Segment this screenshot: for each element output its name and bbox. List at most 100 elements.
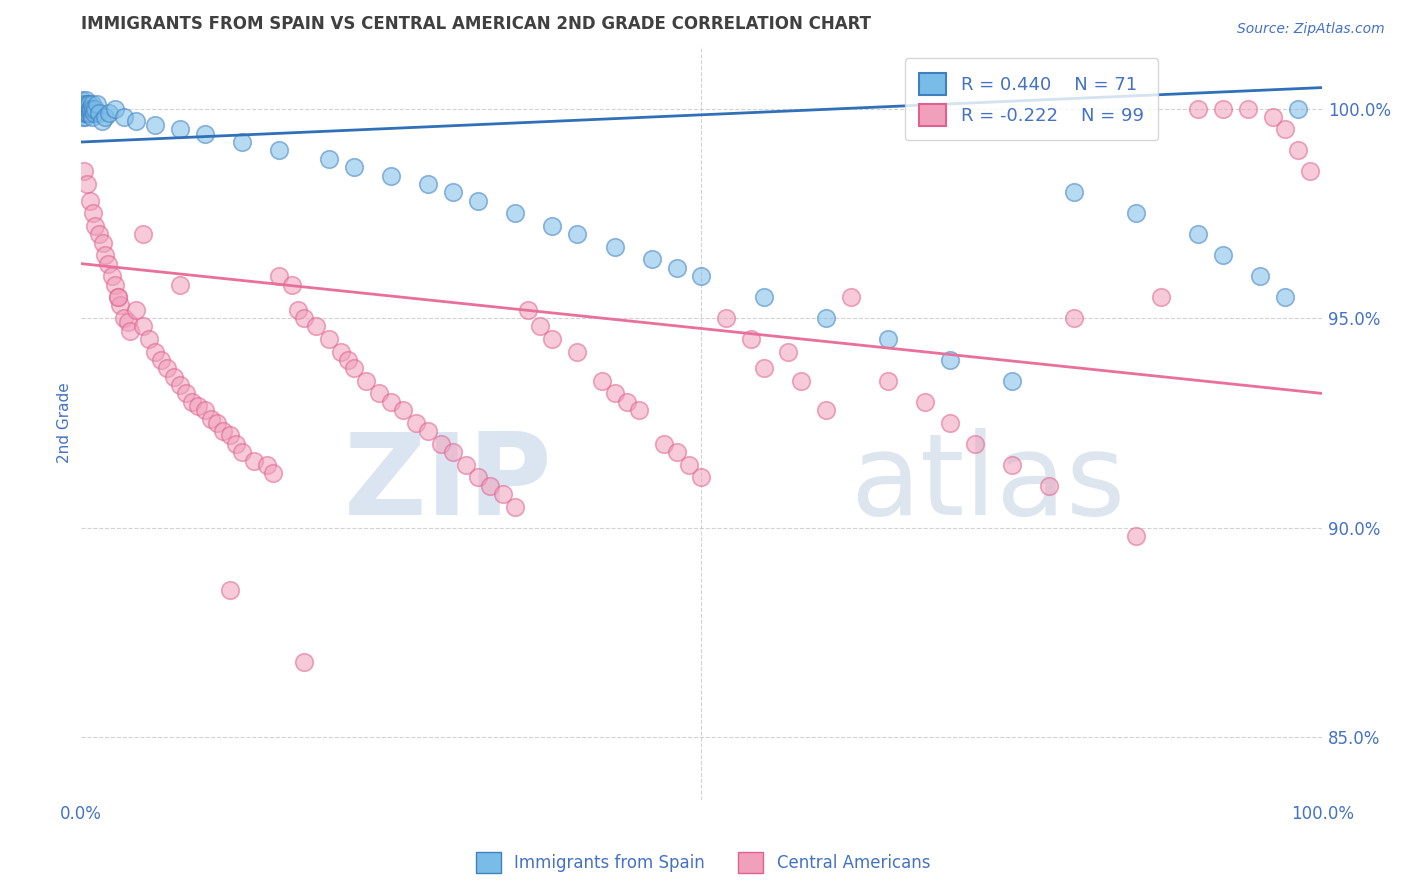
Point [641, 252, 664, 267]
Point [76, 105, 98, 120]
Point [76, 97, 98, 112]
Point [467, 470, 489, 484]
Point [107, 290, 129, 304]
Point [1286, 102, 1309, 116]
Point [690, 269, 713, 284]
Point [1237, 102, 1260, 116]
Point [181, 394, 204, 409]
Point [163, 369, 186, 384]
Legend: Immigrants from Spain, Central Americans: Immigrants from Spain, Central Americans [470, 846, 936, 880]
Point [1001, 458, 1024, 472]
Point [73, 105, 96, 120]
Point [876, 374, 898, 388]
Point [516, 302, 538, 317]
Point [73, 102, 96, 116]
Point [104, 277, 127, 292]
Point [392, 403, 415, 417]
Point [187, 399, 209, 413]
Point [963, 436, 986, 450]
Point [287, 302, 309, 317]
Point [156, 361, 179, 376]
Point [1299, 164, 1322, 178]
Point [76, 177, 98, 191]
Point [318, 332, 340, 346]
Point [243, 453, 266, 467]
Point [125, 114, 148, 128]
Point [343, 160, 366, 174]
Point [107, 290, 129, 304]
Point [131, 319, 153, 334]
Point [503, 500, 526, 514]
Point [1063, 186, 1085, 200]
Point [73, 102, 96, 116]
Point [110, 298, 132, 312]
Point [82, 97, 104, 112]
Point [354, 374, 377, 388]
Point [112, 110, 135, 124]
Point [1125, 206, 1147, 220]
Point [567, 344, 589, 359]
Point [72, 110, 94, 124]
Point [380, 394, 402, 409]
Point [752, 290, 775, 304]
Point [330, 344, 353, 359]
Point [112, 311, 135, 326]
Point [492, 487, 515, 501]
Point [82, 102, 104, 116]
Point [86, 97, 108, 112]
Point [939, 416, 962, 430]
Point [70, 97, 93, 112]
Point [79, 105, 101, 120]
Point [212, 424, 235, 438]
Point [77, 102, 100, 116]
Point [72, 105, 94, 120]
Point [269, 269, 291, 284]
Point [75, 105, 97, 120]
Point [83, 105, 105, 120]
Point [262, 466, 284, 480]
Point [567, 227, 589, 242]
Point [336, 353, 359, 368]
Point [77, 97, 100, 112]
Point [292, 655, 315, 669]
Point [76, 97, 98, 112]
Point [503, 206, 526, 220]
Point [70, 102, 93, 116]
Point [1187, 227, 1209, 242]
Point [367, 386, 389, 401]
Point [814, 403, 837, 417]
Point [380, 169, 402, 183]
Point [1286, 144, 1309, 158]
Point [117, 315, 139, 329]
Point [591, 374, 613, 388]
Point [1212, 248, 1234, 262]
Point [1150, 290, 1173, 304]
Point [1063, 311, 1085, 326]
Point [91, 235, 114, 250]
Point [343, 361, 366, 376]
Point [603, 386, 626, 401]
Point [418, 424, 440, 438]
Point [89, 105, 111, 120]
Point [80, 102, 103, 116]
Point [292, 311, 315, 326]
Point [205, 416, 228, 430]
Point [75, 102, 97, 116]
Point [1212, 102, 1234, 116]
Point [94, 248, 117, 262]
Point [90, 114, 112, 128]
Point [70, 105, 93, 120]
Point [82, 206, 104, 220]
Point [94, 110, 117, 124]
Point [467, 194, 489, 208]
Point [441, 186, 464, 200]
Point [218, 428, 240, 442]
Point [77, 105, 100, 120]
Point [418, 177, 440, 191]
Point [1001, 374, 1024, 388]
Point [150, 353, 173, 368]
Point [194, 127, 217, 141]
Point [790, 374, 813, 388]
Point [541, 332, 564, 346]
Point [665, 260, 688, 275]
